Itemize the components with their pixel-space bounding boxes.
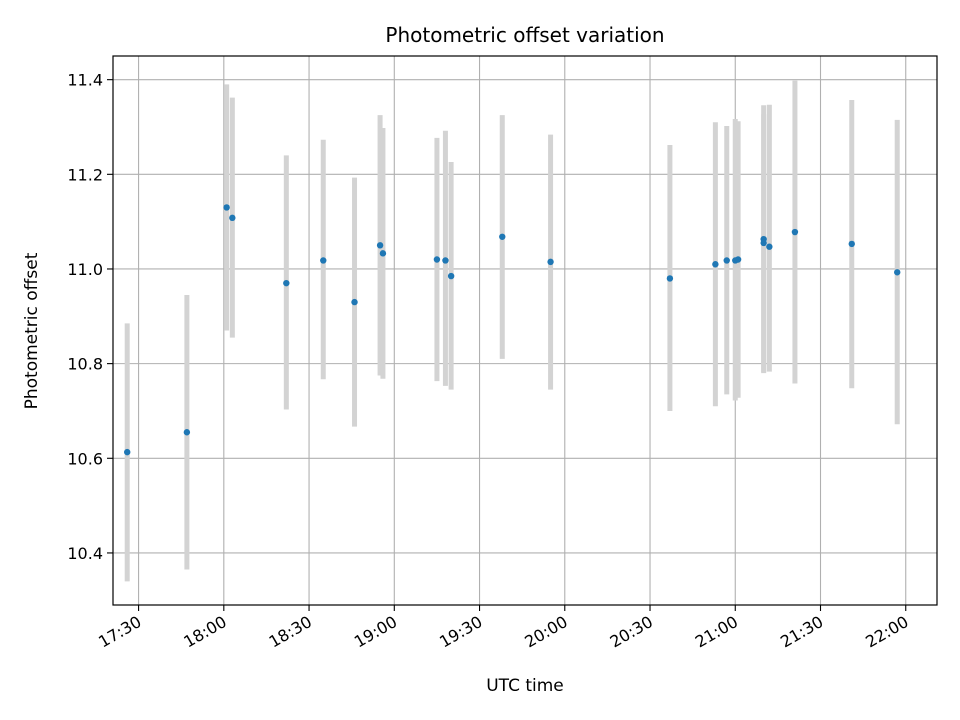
y-tick-label: 11.0 [67,260,103,279]
y-axis: 10.4 10.6 10.8 11.0 11.2 11.4 [67,71,113,563]
plot-frame [112,55,938,606]
x-axis-title: UTC time [486,676,564,696]
data-point [766,243,773,250]
y-tick-label: 10.6 [67,449,103,468]
y-tick-label: 10.4 [67,544,103,563]
data-point [447,272,455,280]
data-point [499,233,506,240]
data-point [320,257,327,264]
y-tick-label: 11.4 [67,71,103,90]
data-point [547,258,554,266]
y-axis-title: Photometric offset [22,252,42,409]
data-point [760,239,767,247]
data-point [894,269,901,276]
data-point [791,228,799,236]
data-point [379,250,387,257]
data-point [712,261,719,268]
data-point [124,448,131,456]
data-point [376,242,384,249]
data-point [183,429,191,436]
data-point [848,240,855,248]
y-tick-label: 10.8 [67,355,103,374]
chart-title: Photometric offset variation [385,23,664,47]
data-point [433,256,441,263]
data-point [351,298,358,306]
data-point [723,257,730,264]
y-tick-label: 11.2 [67,165,103,184]
data-points [124,204,901,456]
data-point [734,256,742,263]
data-point [283,279,290,287]
data-point [223,204,230,211]
data-point [442,257,449,264]
data-point [666,275,674,282]
data-point [229,214,236,222]
